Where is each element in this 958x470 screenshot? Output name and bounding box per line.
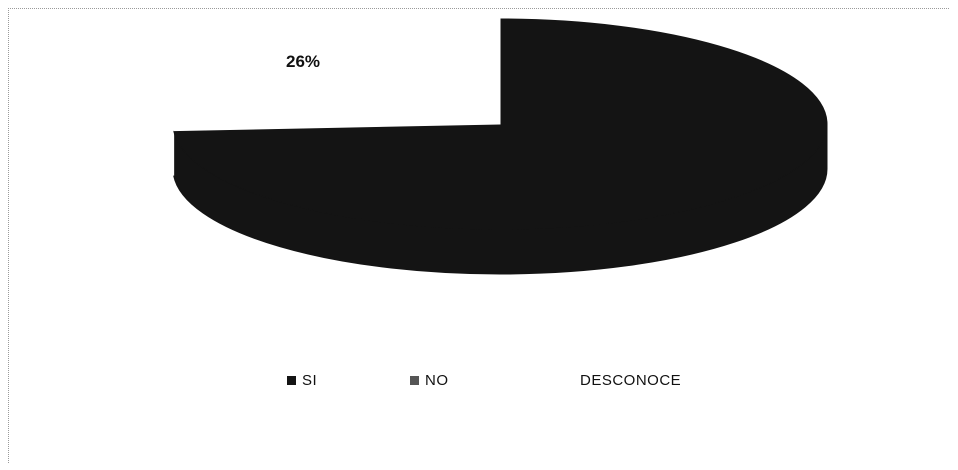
legend-swatch-si [287,376,296,385]
legend-item-si: SI [287,372,317,389]
legend-label-si: SI [302,372,318,389]
data-label-no: 26% [286,52,320,71]
pie-slice-no [172,18,501,132]
chart-frame [8,8,949,463]
pie-slices [172,18,828,275]
legend: SI NO DESCONOCE [0,372,958,402]
legend-item-no: NO [410,372,449,389]
legend-item-desconoce: DESCONOCE [580,372,681,389]
legend-label-no: NO [425,372,449,389]
legend-label-desconoce: DESCONOCE [580,372,682,389]
legend-swatch-no [410,376,419,385]
